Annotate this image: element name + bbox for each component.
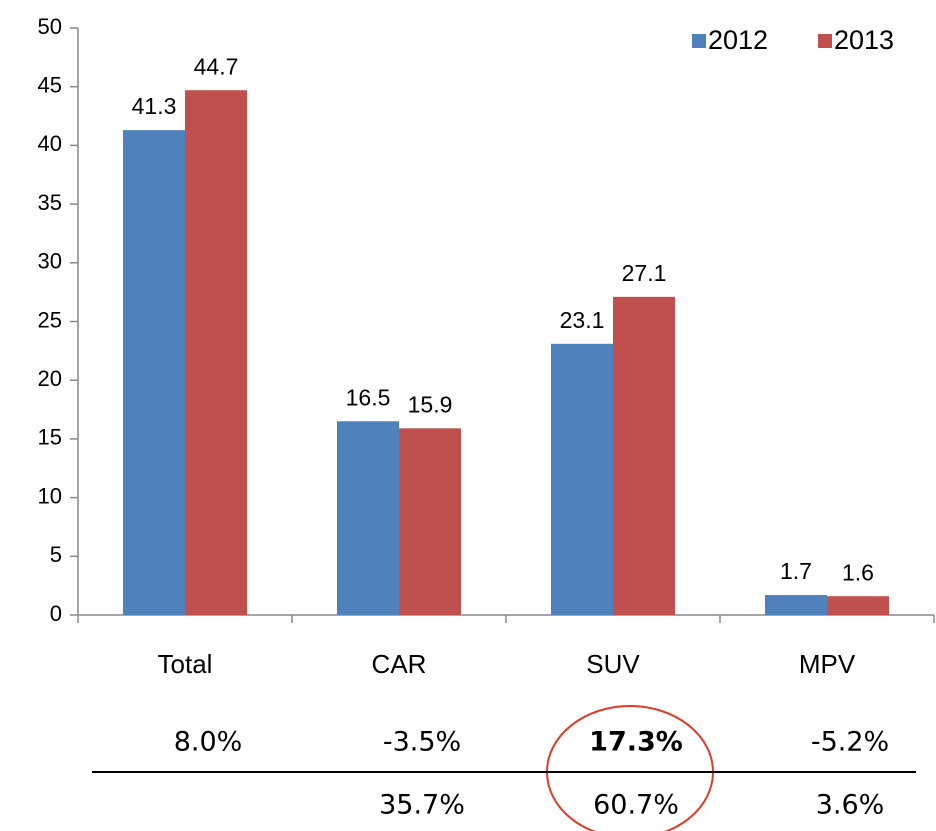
x-tick-label: CAR <box>372 649 427 679</box>
y-tick-label: 50 <box>38 14 62 39</box>
value-label: 16.5 <box>346 384 391 410</box>
legend-swatch <box>692 34 706 48</box>
value-label: 1.6 <box>842 559 874 585</box>
y-tick-label: 30 <box>38 249 62 274</box>
share-label: 60.7% <box>593 790 679 821</box>
growth-label: 8.0% <box>174 727 243 758</box>
x-tick-label: SUV <box>586 649 640 679</box>
bar <box>765 595 827 615</box>
y-tick-label: 25 <box>38 307 62 332</box>
bar <box>123 130 185 615</box>
x-tick-label: Total <box>158 649 213 679</box>
bar <box>399 428 461 615</box>
value-label: 23.1 <box>560 307 605 333</box>
legend-label: 2013 <box>834 25 894 55</box>
y-tick-label: 0 <box>50 601 62 626</box>
value-label: 27.1 <box>622 260 667 286</box>
y-tick-label: 40 <box>38 131 62 156</box>
growth-label: -3.5% <box>383 727 461 758</box>
share-label: 3.6% <box>816 790 885 821</box>
y-tick-label: 5 <box>50 542 62 567</box>
value-label: 41.3 <box>132 93 177 119</box>
x-tick-label: MPV <box>799 649 856 679</box>
bar <box>613 296 675 615</box>
bar <box>337 421 399 615</box>
share-label: 35.7% <box>379 790 465 821</box>
legend-label: 2012 <box>708 25 768 55</box>
bar <box>185 90 247 616</box>
growth-label: 17.3% <box>589 727 683 758</box>
legend-swatch <box>818 34 832 48</box>
y-tick-label: 10 <box>38 483 62 508</box>
bar <box>827 596 889 615</box>
y-tick-label: 45 <box>38 73 62 98</box>
value-label: 15.9 <box>408 391 453 417</box>
y-tick-label: 20 <box>38 366 62 391</box>
value-label: 1.7 <box>780 558 812 584</box>
y-tick-label: 15 <box>38 425 62 450</box>
bar <box>551 343 613 615</box>
growth-label: -5.2% <box>811 727 889 758</box>
y-tick-label: 35 <box>38 190 62 215</box>
value-label: 44.7 <box>194 53 239 79</box>
